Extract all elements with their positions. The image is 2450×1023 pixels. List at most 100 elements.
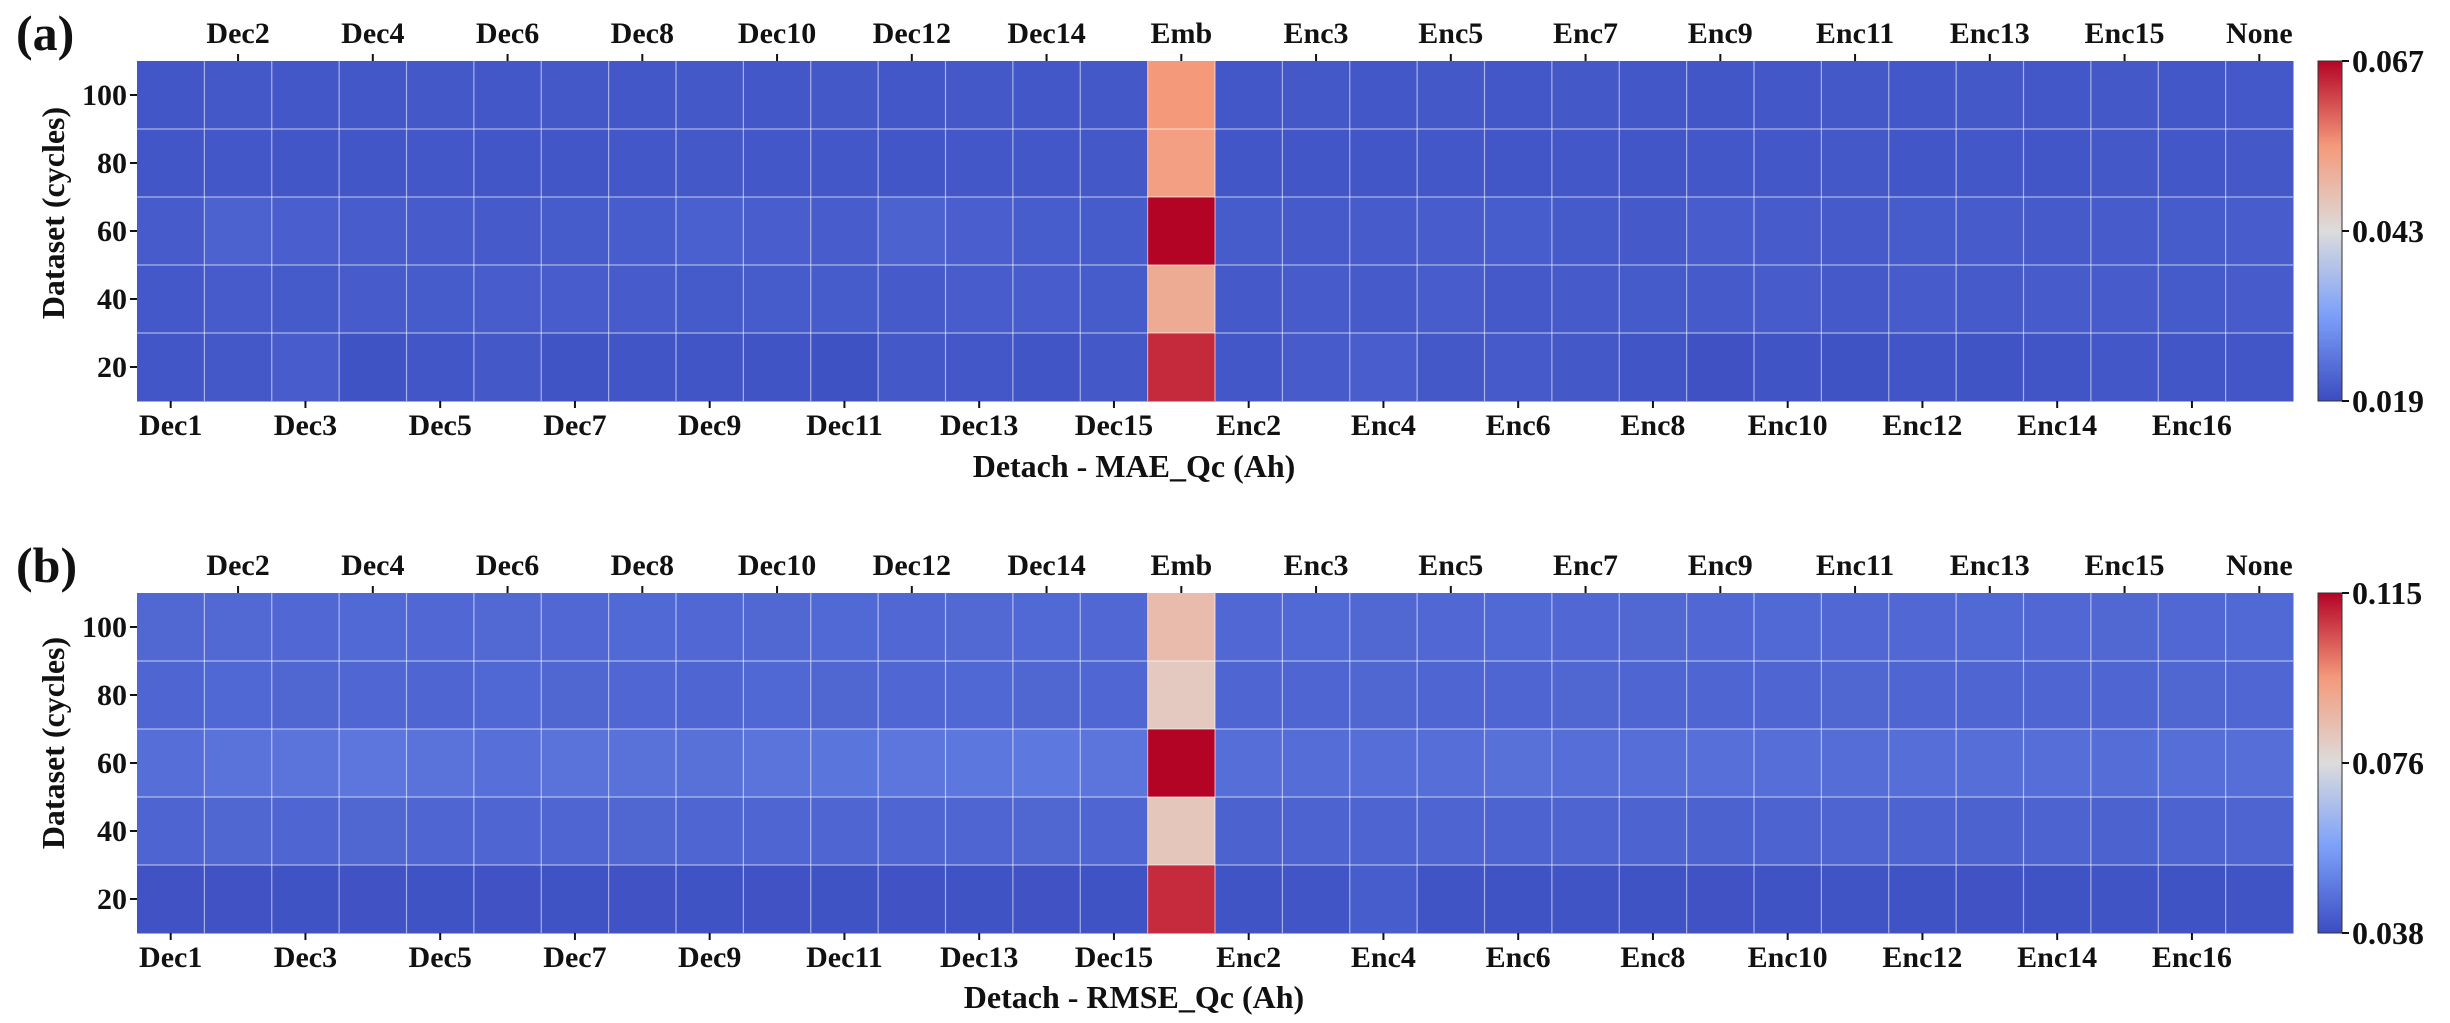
panel-label-a: (a)	[16, 5, 74, 61]
heatmap-cell	[2158, 865, 2227, 934]
heatmap-cell	[473, 197, 542, 266]
heatmap-cell	[608, 61, 677, 130]
heatmap-cell	[2023, 129, 2092, 198]
heatmap-cell	[1012, 797, 1081, 866]
heatmap-cell	[1349, 593, 1418, 662]
heatmap-cell	[1484, 197, 1553, 266]
heatmap-cell	[2090, 333, 2159, 402]
heatmap-cell	[1821, 729, 1890, 798]
heatmap-cell	[810, 661, 879, 730]
heatmap-cell	[541, 333, 610, 402]
heatmap-cell	[608, 865, 677, 934]
heatmap-cell	[2023, 333, 2092, 402]
heatmap-cell	[878, 129, 946, 198]
x-axis-label-b: Detach - RMSE_Qc (Ah)	[964, 979, 1304, 1015]
x-tick-label-top: Enc11	[1816, 549, 1894, 582]
heatmap-cell	[339, 797, 407, 866]
colorbar-tick-label: 0.076	[2352, 745, 2424, 781]
heatmap-cell	[1417, 129, 1485, 198]
heatmap-cell	[1888, 197, 1957, 266]
heatmap-cell	[945, 197, 1014, 266]
x-tick-label-top: Enc15	[2085, 17, 2165, 50]
heatmap-cell	[473, 729, 542, 798]
x-tick-label-bottom: Enc4	[1351, 409, 1416, 442]
y-axis-label-a: Dataset (cycles)	[35, 107, 71, 319]
heatmap-cell	[1417, 593, 1485, 662]
x-tick-label-top: Dec6	[476, 17, 539, 50]
heatmap-cell	[810, 265, 879, 334]
heatmap-cell	[1956, 333, 2024, 402]
heatmap-cell	[1282, 333, 1351, 402]
colorbar-tick-label: 0.115	[2352, 575, 2422, 611]
heatmap-cell	[1215, 265, 1283, 334]
heatmap-cell	[1619, 197, 1688, 266]
heatmap-cell	[945, 129, 1014, 198]
gridlines-b	[137, 593, 2293, 933]
heatmap-cell	[406, 61, 475, 130]
heatmap-cell	[1012, 129, 1081, 198]
heatmap-cell	[2225, 265, 2294, 334]
heatmap-cell	[137, 197, 205, 266]
x-tick-label-bottom: Enc14	[2017, 409, 2097, 442]
heatmap-cell	[339, 865, 407, 934]
heatmap-cell	[541, 197, 610, 266]
heatmap-cell	[1417, 333, 1485, 402]
heatmap-cell	[608, 333, 677, 402]
heatmap-cell	[1821, 265, 1890, 334]
heatmap-cell	[1754, 797, 1822, 866]
heatmap-cell	[137, 661, 205, 730]
x-tick-label-top: Enc15	[2085, 549, 2165, 582]
heatmap-cell	[1282, 593, 1351, 662]
colorbar-b: 0.115 0.076 0.038	[2317, 575, 2424, 951]
heatmap-cell	[810, 333, 879, 402]
heatmap-cell	[1551, 865, 1620, 934]
heatmap-cell	[1619, 797, 1688, 866]
x-axis-label-a: Detach - MAE_Qc (Ah)	[973, 448, 1296, 484]
heatmap-cell	[541, 61, 610, 130]
heatmap-cell	[137, 593, 205, 662]
heatmap-cell	[1012, 865, 1081, 934]
heatmap-cell	[1619, 661, 1688, 730]
heatmap-cell	[473, 797, 542, 866]
x-tick-label-top: Dec6	[476, 549, 539, 582]
heatmap-cell	[1349, 797, 1418, 866]
heatmap-cell	[473, 865, 542, 934]
x-tick-label-top: None	[2226, 17, 2293, 50]
heatmap-cell	[1417, 865, 1485, 934]
x-tick-label-top: Dec10	[738, 549, 816, 582]
heatmap-cell	[1484, 265, 1553, 334]
x-tick-label-top: Emb	[1150, 549, 1212, 582]
heatmap-cell	[1956, 797, 2024, 866]
heatmap-cell	[204, 729, 273, 798]
heatmap-cell	[1888, 129, 1957, 198]
heatmap-cell	[676, 265, 744, 334]
heatmap-cell	[271, 61, 340, 130]
heatmap-cell	[2023, 197, 2092, 266]
heatmap-cell	[1888, 729, 1957, 798]
heatmap-cell	[1282, 129, 1351, 198]
heatmap-cell	[878, 333, 946, 402]
heatmap-cell	[1012, 729, 1081, 798]
tick-labels-a: Dec1 Dec3 Dec5 Dec7 Dec9 Dec11 Dec13 Dec15 Enc2 E…	[82, 17, 2293, 442]
x-tick-label-top: Dec12	[873, 549, 951, 582]
heatmap-cell	[1821, 61, 1890, 130]
heatmap-cell	[204, 61, 273, 130]
heatmap-cell	[2158, 729, 2227, 798]
heatmap-cell	[1012, 61, 1081, 130]
panel-b: (b) Detach - RMSE_Qc (Ah) Dataset (cycle…	[16, 537, 2424, 1015]
heatmap-cell	[608, 661, 677, 730]
heatmap-cell	[204, 129, 273, 198]
heatmap-cell	[1551, 333, 1620, 402]
x-tick-label-bottom: Dec9	[678, 409, 741, 442]
heatmap-cell	[1215, 865, 1283, 934]
heatmap-cell	[1619, 61, 1688, 130]
heatmap-cell	[2225, 729, 2294, 798]
heatmap-cell	[406, 729, 475, 798]
heatmap-cell	[1349, 129, 1418, 198]
x-tick-label-bottom: Enc10	[1748, 941, 1828, 974]
panel-label-b: (b)	[16, 537, 77, 593]
heatmap-cell	[204, 333, 273, 402]
heatmap-cell	[1349, 729, 1418, 798]
heatmap-cell	[2023, 61, 2092, 130]
heatmap-cell	[878, 61, 946, 130]
